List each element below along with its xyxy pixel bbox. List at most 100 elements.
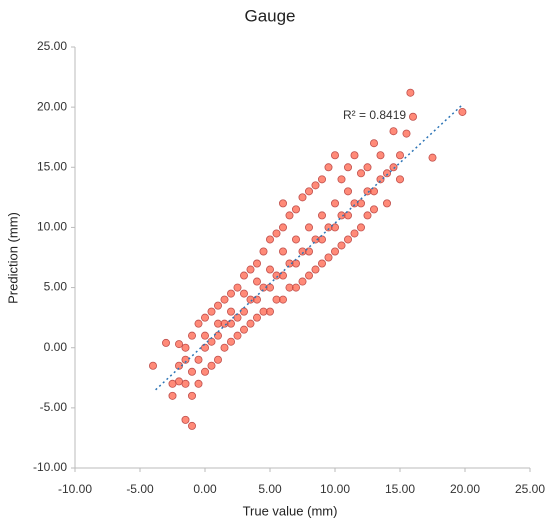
point — [200, 367, 209, 376]
point — [291, 235, 300, 244]
point — [317, 211, 326, 220]
point — [233, 283, 242, 292]
point — [168, 391, 177, 400]
point — [298, 193, 307, 202]
point — [265, 235, 274, 244]
point — [395, 175, 404, 184]
point — [200, 343, 209, 352]
point — [226, 337, 235, 346]
y-tick-label: 20.00 — [37, 99, 67, 113]
point — [376, 151, 385, 160]
point — [207, 337, 216, 346]
point — [213, 301, 222, 310]
point — [200, 331, 209, 340]
point — [343, 163, 352, 172]
point — [304, 271, 313, 280]
point — [233, 313, 242, 322]
point — [239, 289, 248, 298]
point — [148, 361, 157, 370]
point — [220, 295, 229, 304]
y-tick-label: 25.00 — [37, 39, 67, 53]
x-tick-label: 0.00 — [193, 482, 217, 496]
point — [406, 88, 415, 97]
point — [174, 340, 183, 349]
point — [187, 391, 196, 400]
x-tick-label: 15.00 — [385, 482, 415, 496]
x-tick-label: 10.00 — [320, 482, 350, 496]
y-tick-label: 10.00 — [37, 220, 67, 234]
point — [363, 163, 372, 172]
point — [194, 355, 203, 364]
point — [207, 307, 216, 316]
point — [363, 211, 372, 220]
point — [382, 199, 391, 208]
y-tick-label: -5.00 — [40, 400, 68, 414]
point — [265, 283, 274, 292]
point — [207, 361, 216, 370]
point — [350, 229, 359, 238]
point — [317, 235, 326, 244]
point — [278, 223, 287, 232]
point — [369, 139, 378, 148]
point — [324, 163, 333, 172]
x-tick-label: -10.00 — [58, 482, 92, 496]
x-tick-label: 20.00 — [450, 482, 480, 496]
point — [343, 211, 352, 220]
point — [187, 421, 196, 430]
point — [265, 307, 274, 316]
point — [291, 205, 300, 214]
point — [239, 271, 248, 280]
point — [246, 265, 255, 274]
point — [311, 181, 320, 190]
point — [239, 325, 248, 334]
point — [181, 379, 190, 388]
point — [304, 223, 313, 232]
point — [291, 259, 300, 268]
point — [343, 187, 352, 196]
point — [233, 331, 242, 340]
point — [337, 241, 346, 250]
point — [246, 319, 255, 328]
point — [376, 175, 385, 184]
point — [350, 151, 359, 160]
point — [278, 247, 287, 256]
point — [311, 265, 320, 274]
point — [200, 313, 209, 322]
point — [324, 253, 333, 262]
point — [369, 205, 378, 214]
point — [239, 307, 248, 316]
point — [304, 187, 313, 196]
point — [356, 223, 365, 232]
point — [213, 355, 222, 364]
point — [181, 355, 190, 364]
point — [226, 289, 235, 298]
point — [389, 127, 398, 136]
point — [408, 112, 417, 121]
point — [259, 247, 268, 256]
point — [174, 361, 183, 370]
point — [317, 175, 326, 184]
annotation: R² = 0.8419 — [343, 108, 406, 122]
point — [402, 129, 411, 138]
point — [317, 259, 326, 268]
x-tick-label: 5.00 — [258, 482, 282, 496]
point — [330, 151, 339, 160]
point — [298, 277, 307, 286]
chart-title: Gauge — [244, 6, 295, 25]
point — [382, 169, 391, 178]
point — [187, 331, 196, 340]
point — [337, 175, 346, 184]
point — [213, 331, 222, 340]
point — [194, 379, 203, 388]
point — [252, 277, 261, 286]
point — [395, 151, 404, 160]
point — [252, 313, 261, 322]
point — [181, 343, 190, 352]
point — [226, 307, 235, 316]
point — [343, 235, 352, 244]
x-tick-label: 25.00 — [515, 482, 545, 496]
point — [194, 319, 203, 328]
y-tick-label: 5.00 — [44, 280, 68, 294]
point — [278, 199, 287, 208]
